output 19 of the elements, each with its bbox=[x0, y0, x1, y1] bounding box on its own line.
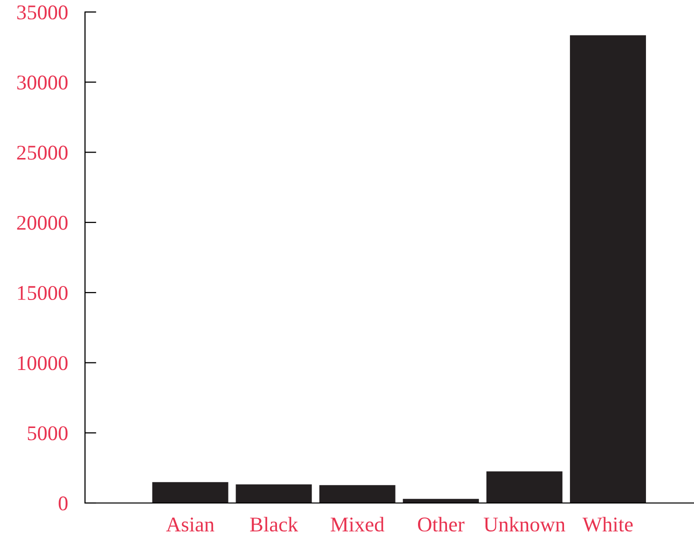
y-tick-label: 15000 bbox=[18, 286, 68, 300]
bar bbox=[570, 35, 646, 503]
x-tick-label: Asian bbox=[166, 518, 214, 532]
x-tick-label: White bbox=[582, 516, 633, 532]
y-tick-label: 25000 bbox=[17, 146, 68, 160]
y-tick-label: 20000 bbox=[17, 216, 68, 230]
x-tick-label: Unknown bbox=[484, 516, 566, 532]
x-tick-label: Black bbox=[250, 516, 298, 532]
y-tick-label: 35000 bbox=[17, 5, 68, 20]
y-tick-label: 10000 bbox=[18, 356, 68, 370]
y-tick-label: 5000 bbox=[28, 426, 68, 440]
bar bbox=[236, 484, 312, 503]
x-tick-label: Mixed bbox=[330, 516, 384, 532]
bar bbox=[152, 482, 228, 503]
bar bbox=[319, 485, 396, 503]
bar bbox=[486, 471, 562, 503]
y-tick-label: 0 bbox=[58, 496, 68, 510]
x-tick-label: Other bbox=[418, 516, 464, 532]
y-tick-label: 30000 bbox=[17, 76, 68, 90]
